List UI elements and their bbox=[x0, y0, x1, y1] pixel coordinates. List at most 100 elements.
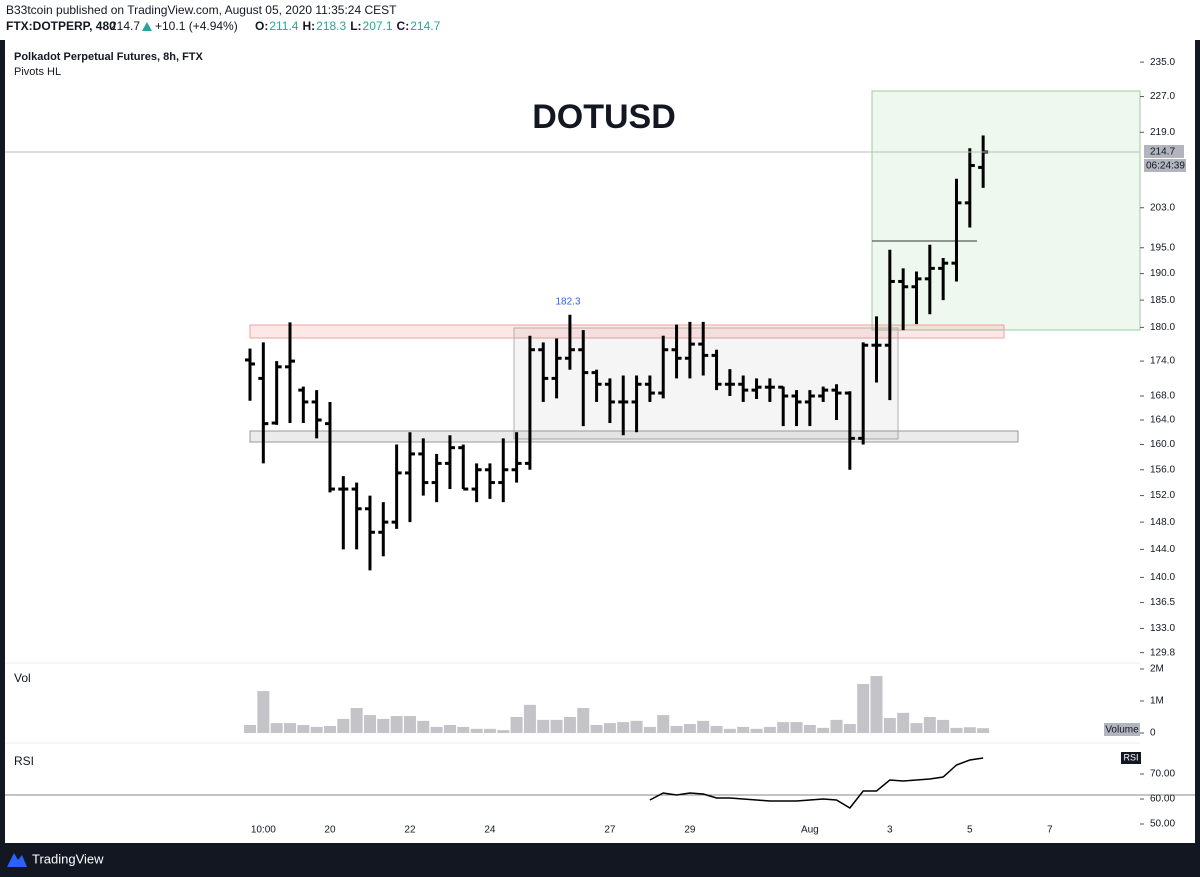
y-tick-label: 144.0 bbox=[1150, 544, 1175, 555]
brand: TradingView bbox=[32, 851, 104, 866]
last-price-box bbox=[1144, 144, 1184, 158]
header-bar bbox=[0, 0, 1200, 40]
y-tick-label: 50.00 bbox=[1150, 819, 1175, 830]
volume-title: Vol bbox=[14, 671, 31, 685]
y-tick-label: 129.8 bbox=[1150, 647, 1175, 658]
volume-legend-box bbox=[1104, 723, 1140, 736]
volume-bar bbox=[457, 726, 470, 733]
volume-bar bbox=[777, 722, 790, 733]
volume-bar bbox=[283, 723, 296, 733]
volume-bar bbox=[590, 725, 603, 733]
volume-bar bbox=[603, 723, 616, 733]
rsi-line bbox=[649, 757, 984, 809]
y-tick-label: 133.0 bbox=[1150, 623, 1175, 634]
x-tick-label: Aug bbox=[801, 825, 819, 836]
last-price-label: 214.7 bbox=[1150, 147, 1175, 158]
volume-bar bbox=[723, 728, 736, 733]
volume-bar bbox=[630, 720, 643, 733]
footer bbox=[0, 843, 1200, 877]
volume-bar bbox=[337, 718, 350, 733]
symbol: FTX:DOTPERP, 480 bbox=[6, 19, 116, 33]
last-price: 214.7 bbox=[110, 19, 140, 33]
volume-bar bbox=[483, 728, 496, 733]
volume-bar bbox=[737, 726, 750, 733]
logo bbox=[7, 853, 27, 867]
volume-bar bbox=[577, 708, 590, 733]
x-tick-label: 27 bbox=[604, 825, 616, 836]
indicator-name: Pivots HL bbox=[14, 66, 61, 78]
y-tick-label: 60.00 bbox=[1150, 794, 1175, 805]
y-tick-label: 70.00 bbox=[1150, 769, 1175, 780]
volume-bar bbox=[323, 725, 336, 733]
y-tick-label: 185.0 bbox=[1150, 295, 1175, 306]
volume-bar bbox=[643, 726, 656, 733]
countdown: 06:24:39 bbox=[1146, 161, 1185, 172]
volume-bar bbox=[497, 730, 510, 733]
y-tick-label: 190.0 bbox=[1150, 268, 1175, 279]
ohlc-label: L: bbox=[350, 19, 361, 33]
volume-bar bbox=[430, 726, 443, 733]
volume-bar bbox=[897, 712, 910, 733]
y-tick-label: 148.0 bbox=[1150, 517, 1175, 528]
volume-bar bbox=[857, 684, 870, 733]
volume-bar bbox=[750, 728, 763, 733]
chart-annotation: DOTUSD bbox=[532, 98, 676, 136]
volume-bar bbox=[817, 727, 830, 733]
volume-bar bbox=[470, 728, 483, 733]
rsi-legend: RSI bbox=[1123, 752, 1138, 762]
volume-bar bbox=[377, 718, 390, 733]
volume-bar bbox=[257, 691, 270, 733]
up-arrow bbox=[142, 22, 152, 31]
support-zone bbox=[249, 430, 1019, 443]
x-tick-label: 7 bbox=[1047, 825, 1053, 836]
y-tick-label: 203.0 bbox=[1150, 202, 1175, 213]
volume-bar bbox=[950, 727, 963, 733]
volume-bar bbox=[883, 717, 896, 733]
y-tick-label: 180.0 bbox=[1150, 322, 1175, 333]
volume-bar bbox=[350, 708, 363, 733]
volume-bar bbox=[697, 720, 710, 733]
volume-bar bbox=[363, 715, 376, 733]
volume-bar bbox=[910, 723, 923, 733]
y-tick-label: 168.0 bbox=[1150, 391, 1175, 402]
x-tick-label: 3 bbox=[887, 825, 893, 836]
ohlc-label: H: bbox=[302, 19, 315, 33]
volume-bar bbox=[977, 728, 990, 733]
volume-bar bbox=[657, 715, 670, 733]
rsi-legend-box bbox=[1121, 752, 1141, 764]
volume-bar bbox=[510, 717, 523, 733]
volume-bar bbox=[550, 719, 563, 733]
volume-bar bbox=[617, 722, 630, 733]
volume-bar bbox=[830, 719, 843, 733]
ohlc-value: 207.1 bbox=[363, 19, 393, 33]
volume-bar bbox=[803, 725, 816, 733]
ohlc-label: O: bbox=[255, 19, 268, 33]
y-tick-label: 235.0 bbox=[1150, 57, 1175, 68]
y-tick-label: 174.0 bbox=[1150, 356, 1175, 367]
volume-bar bbox=[670, 725, 683, 733]
y-tick-label: 152.0 bbox=[1150, 490, 1175, 501]
change: +10.1 (+4.94%) bbox=[155, 19, 238, 33]
y-tick-label: 195.0 bbox=[1150, 242, 1175, 253]
volume-bar bbox=[417, 720, 430, 733]
x-tick-label: 29 bbox=[684, 825, 696, 836]
x-tick-label: 10:00 bbox=[251, 825, 276, 836]
volume-bar bbox=[310, 726, 323, 733]
ohlc-value: 214.7 bbox=[410, 19, 440, 33]
rsi-title: RSI bbox=[14, 754, 34, 768]
x-tick-label: 20 bbox=[324, 825, 336, 836]
volume-bar bbox=[390, 716, 403, 733]
countdown-box bbox=[1144, 158, 1186, 172]
x-tick-label: 22 bbox=[404, 825, 416, 836]
y-tick-label: 140.0 bbox=[1150, 572, 1175, 583]
y-tick-label: 2M bbox=[1150, 664, 1164, 675]
volume-bar bbox=[937, 719, 950, 733]
volume-bar bbox=[763, 726, 776, 733]
volume-bar bbox=[563, 717, 576, 733]
volume-bar bbox=[923, 717, 936, 733]
y-tick-label: 136.5 bbox=[1150, 597, 1175, 608]
volume-bar bbox=[403, 716, 416, 733]
volume-bar bbox=[963, 727, 976, 733]
